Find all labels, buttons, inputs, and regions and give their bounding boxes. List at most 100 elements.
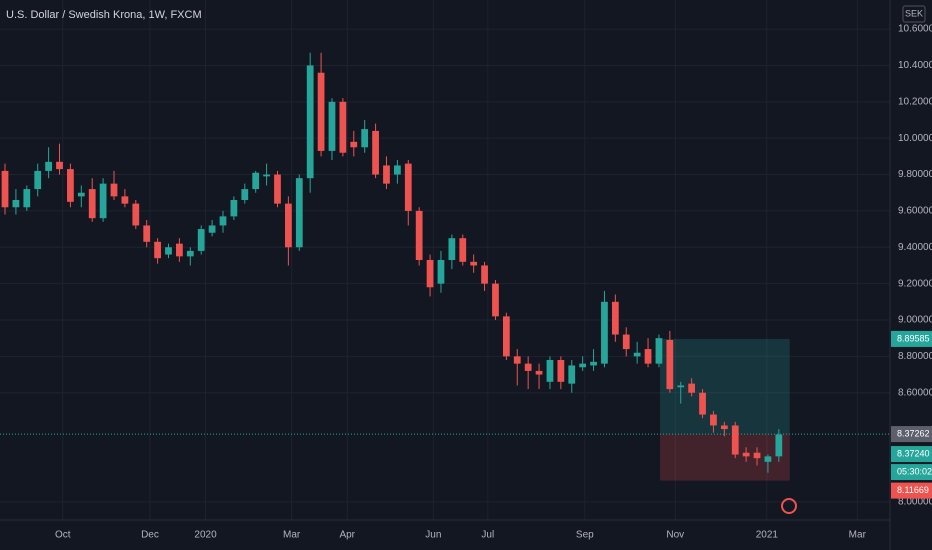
x-tick-label: Jun xyxy=(425,530,441,541)
y-tick-label: 9.60000 xyxy=(898,206,932,217)
x-tick-label: Nov xyxy=(666,530,684,541)
last-price-label: 8.37240 xyxy=(897,448,930,458)
x-tick-label: Mar xyxy=(283,530,301,541)
currency-box[interactable] xyxy=(902,5,926,23)
candle-body xyxy=(699,392,706,415)
candle-body xyxy=(579,363,587,368)
candle-body xyxy=(99,183,107,219)
candle-body xyxy=(339,101,347,153)
y-tick-label: 8.60000 xyxy=(898,387,932,398)
candle-body xyxy=(219,216,227,226)
x-tick-label: Apr xyxy=(339,530,355,541)
currency: SEK xyxy=(905,8,923,18)
candle-body xyxy=(1,170,9,208)
candle-body xyxy=(132,203,140,226)
position-tool xyxy=(0,338,890,481)
candle-body xyxy=(546,360,554,382)
candle-body xyxy=(764,456,772,462)
candle-body xyxy=(688,383,696,393)
candle-body xyxy=(470,261,478,266)
candle-body xyxy=(633,352,641,357)
candle-body xyxy=(568,365,576,384)
y-tick-label: 8.80000 xyxy=(898,351,932,362)
candle-body xyxy=(328,101,336,151)
candle-body xyxy=(154,241,161,259)
axes: 10.60000 10.40000 10.20000 10.00000 9.80000 9… xyxy=(55,24,932,541)
event-icon[interactable] xyxy=(781,498,797,514)
candle-body xyxy=(350,141,358,148)
y-tick-label: 10.60000 xyxy=(898,24,932,35)
candle-body xyxy=(372,130,379,175)
target-label: 8.89585 xyxy=(897,333,930,343)
candle-body xyxy=(252,172,260,190)
candle-body xyxy=(753,452,761,459)
candle-body xyxy=(731,425,739,455)
entry-label-bg xyxy=(891,426,932,443)
candle-body xyxy=(77,192,85,197)
entry-label: 8.37262 xyxy=(897,428,930,438)
candle-body xyxy=(775,434,783,457)
candle-body xyxy=(383,165,390,184)
candle-body xyxy=(481,265,488,284)
x-tick-label: Mar xyxy=(849,530,867,541)
candle-body xyxy=(655,338,663,364)
candle-body xyxy=(110,183,118,197)
candle-body xyxy=(45,161,52,171)
candle-body xyxy=(611,301,619,335)
x-tick-label: Sep xyxy=(576,530,594,541)
y-tick-label: 10.00000 xyxy=(898,133,932,144)
candle-body xyxy=(720,425,728,430)
target-label-bg xyxy=(891,330,932,347)
y-tick-label: 9.40000 xyxy=(898,242,932,253)
candle-body xyxy=(208,225,216,233)
candle-body xyxy=(165,247,172,255)
chart-title: U.S. Dollar / Swedish Krona, 1W, FXCM xyxy=(6,9,202,21)
candle-body xyxy=(404,163,412,211)
last-price-label-bg xyxy=(891,446,932,463)
y-tick-label: 9.00000 xyxy=(898,315,932,326)
candle-body xyxy=(143,225,151,242)
y-tick-label: 9.80000 xyxy=(898,169,932,180)
x-tick-label: 2021 xyxy=(756,530,779,541)
candles xyxy=(1,52,783,473)
candle-body xyxy=(274,174,281,204)
candle-body xyxy=(67,169,74,202)
candle-body xyxy=(622,334,630,350)
countdown-label-bg xyxy=(891,464,932,481)
candle-body xyxy=(535,370,543,375)
candle-body xyxy=(601,301,608,364)
candle-body xyxy=(361,129,369,148)
candle-body xyxy=(197,229,205,251)
candle-body xyxy=(241,189,249,200)
candle-body xyxy=(557,360,565,382)
x-tick-label: Jul xyxy=(481,530,494,541)
candle-body xyxy=(393,165,401,175)
candle-body xyxy=(285,203,292,248)
y-tick-label: 10.20000 xyxy=(898,96,932,107)
candle-body xyxy=(437,260,445,284)
candle-body xyxy=(524,363,532,371)
candle-body xyxy=(295,178,303,248)
stop-label: 8.11669 xyxy=(897,485,929,495)
candle-body xyxy=(677,385,685,388)
candle-body xyxy=(590,361,597,366)
candle-body xyxy=(492,283,499,317)
x-tick-label: Dec xyxy=(141,530,159,541)
candle-body xyxy=(710,414,717,426)
candle-body xyxy=(23,189,31,208)
y-tick-label: 9.20000 xyxy=(898,278,932,289)
candle-body xyxy=(502,316,510,357)
candle-body xyxy=(263,174,270,177)
candle-body xyxy=(306,65,314,179)
candle-body xyxy=(459,238,467,262)
candle-body xyxy=(121,196,129,204)
candle-body xyxy=(742,452,750,457)
countdown-label: 05:30:02 xyxy=(897,466,932,476)
x-tick-label: Oct xyxy=(55,530,71,541)
candle-body xyxy=(186,250,194,257)
candle-body xyxy=(448,238,456,260)
candle-body xyxy=(513,356,521,364)
candle-body xyxy=(317,72,325,151)
candle-body xyxy=(88,189,96,219)
